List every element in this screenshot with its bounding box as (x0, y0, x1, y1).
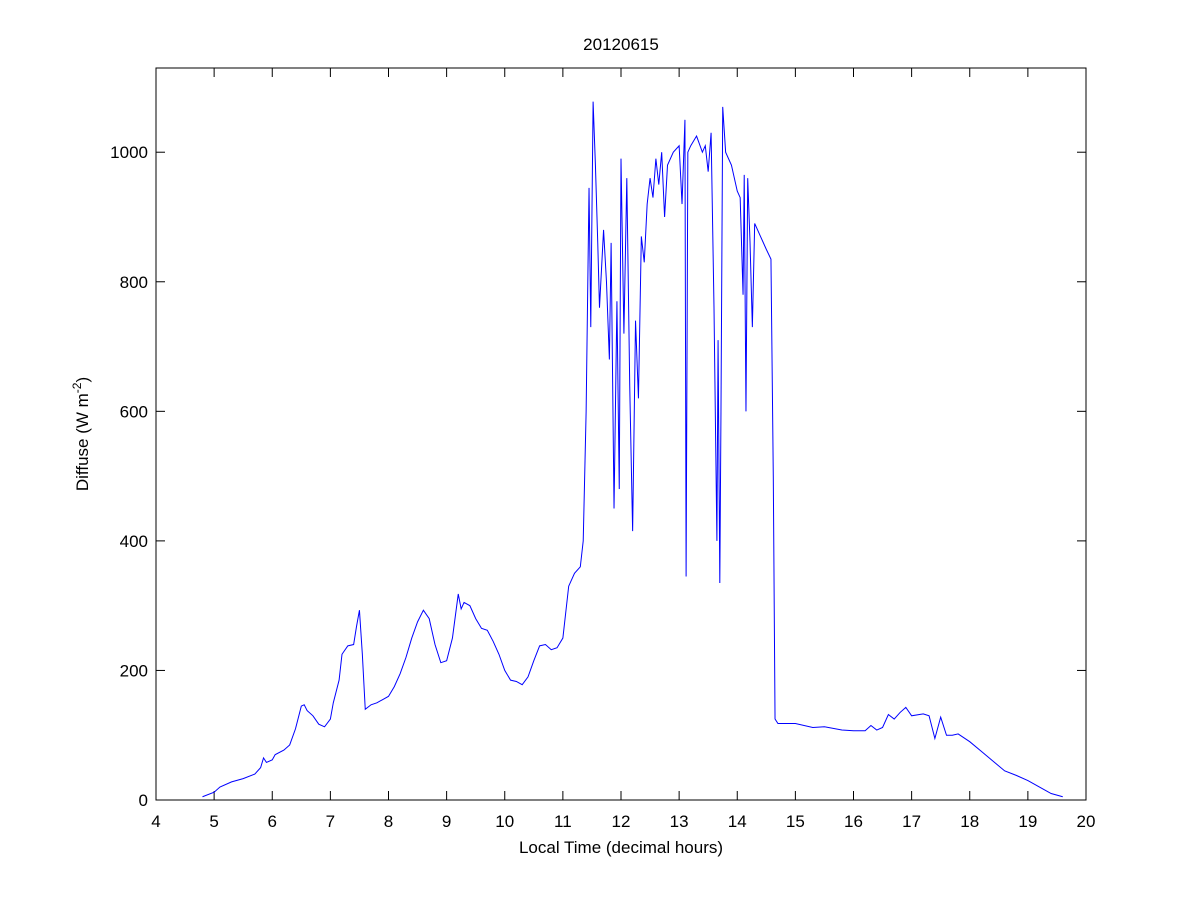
y-tick-label: 1000 (110, 143, 148, 162)
y-tick-label: 0 (139, 791, 148, 810)
y-label-text: Diffuse (W m (73, 393, 92, 491)
x-tick-label: 11 (554, 812, 572, 831)
x-tick-label: 19 (1018, 812, 1037, 831)
x-tick-label: 20 (1077, 812, 1096, 831)
x-tick-label: 13 (670, 812, 689, 831)
x-tick-label: 12 (612, 812, 631, 831)
x-tick-label: 15 (786, 812, 805, 831)
chart-title: 20120615 (583, 35, 659, 54)
y-label-sup: -2 (70, 382, 84, 393)
x-tick-label: 7 (326, 812, 335, 831)
y-tick-label: 400 (120, 532, 148, 551)
y-tick-label: 800 (120, 273, 148, 292)
x-tick-label: 9 (442, 812, 451, 831)
x-tick-label: 5 (209, 812, 218, 831)
data-line (202, 101, 1063, 798)
y-tick-label: 600 (120, 402, 148, 421)
y-axis-label: Diffuse (W m-2) (70, 377, 92, 491)
x-tick-label: 8 (384, 812, 393, 831)
x-tick-label: 4 (151, 812, 160, 831)
x-tick-label: 17 (902, 812, 921, 831)
x-tick-label: 6 (268, 812, 277, 831)
x-tick-label: 14 (728, 812, 747, 831)
y-label-end: ) (73, 377, 92, 383)
y-tick-label: 200 (120, 661, 148, 680)
x-tick-label: 16 (844, 812, 863, 831)
x-tick-label: 10 (495, 812, 514, 831)
x-axis-label: Local Time (decimal hours) (519, 838, 723, 857)
x-tick-label: 18 (960, 812, 979, 831)
